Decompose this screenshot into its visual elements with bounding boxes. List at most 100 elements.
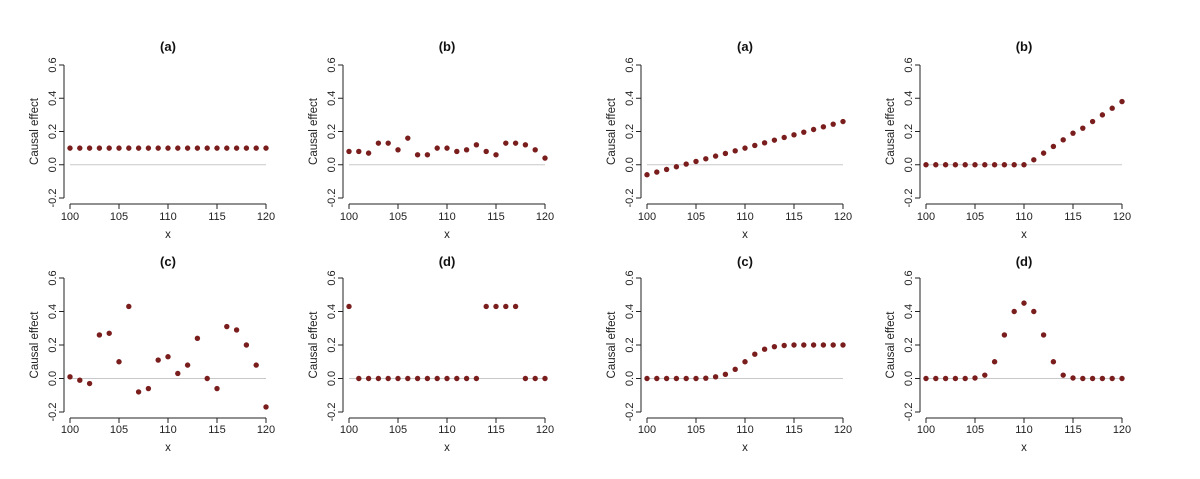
y-tick-label: 0.6 xyxy=(326,270,338,285)
x-axis-label: x xyxy=(165,442,171,454)
x-tick-label: 100 xyxy=(917,424,935,436)
chart-panel-2: (b) -0.2 0.0 0.2 0.4 0.6 Causal effect 100 105 11… xyxy=(308,39,554,241)
panel-title: (d) xyxy=(1016,254,1033,269)
data-point xyxy=(742,145,748,151)
data-point xyxy=(840,342,846,348)
y-axis-label: Causal effect xyxy=(308,97,320,165)
data-point xyxy=(982,162,988,168)
y-tick-label: -0.2 xyxy=(903,189,915,208)
data-point xyxy=(1080,375,1086,382)
x-tick-label: 105 xyxy=(110,211,128,223)
y-tick-label: -0.2 xyxy=(624,189,636,208)
y-axis-label: Causal effect xyxy=(606,311,618,379)
y-tick-label: 0.4 xyxy=(47,91,59,106)
data-point xyxy=(86,380,93,387)
y-tick-label: -0.2 xyxy=(47,403,59,422)
chart-panel-1: (a) -0.2 0.0 0.2 0.4 0.6 Causal effect 100 105 11… xyxy=(29,39,275,241)
data-point xyxy=(356,375,362,382)
panel-title: (a) xyxy=(160,39,176,54)
data-point xyxy=(933,375,939,382)
x-tick-label: 110 xyxy=(1015,211,1033,223)
panel-title: (d) xyxy=(439,254,456,269)
data-point xyxy=(116,359,122,365)
data-point xyxy=(365,375,372,382)
data-point xyxy=(224,323,230,330)
x-axis-label: x xyxy=(742,229,748,241)
data-point xyxy=(644,375,650,382)
data-point xyxy=(424,375,431,382)
data-point xyxy=(830,342,836,348)
data-point xyxy=(96,145,103,151)
chart-panel-4: (b) -0.2 0.0 0.2 0.4 0.6 Causal effect 100 105 11… xyxy=(885,39,1131,241)
data-point xyxy=(512,303,519,310)
data-point xyxy=(923,162,929,168)
data-point xyxy=(752,351,758,357)
data-point xyxy=(263,145,269,151)
data-point xyxy=(703,156,709,162)
data-point xyxy=(982,372,988,378)
y-tick-label: 0.0 xyxy=(624,157,636,172)
data-point xyxy=(693,375,699,382)
x-tick-label: 120 xyxy=(257,211,275,223)
x-tick-label: 115 xyxy=(1064,424,1082,436)
data-point xyxy=(712,153,719,159)
data-point xyxy=(214,385,220,392)
data-point xyxy=(522,375,529,382)
data-point xyxy=(1080,125,1086,131)
data-point xyxy=(253,145,259,151)
data-point xyxy=(395,147,401,153)
y-tick-label: 0.4 xyxy=(903,304,915,319)
y-tick-label: 0.6 xyxy=(903,57,915,72)
data-point xyxy=(1060,372,1066,378)
y-tick-label: 0.0 xyxy=(624,371,636,386)
y-tick-label: -0.2 xyxy=(326,403,338,422)
data-point xyxy=(175,145,181,151)
data-point xyxy=(424,152,431,158)
y-tick-label: 0.2 xyxy=(903,337,915,352)
data-point xyxy=(116,145,122,151)
x-axis-label: x xyxy=(444,229,450,241)
data-point xyxy=(483,303,489,310)
y-tick-label: -0.2 xyxy=(47,189,59,208)
data-point xyxy=(732,148,738,154)
x-tick-label: 100 xyxy=(340,424,358,436)
data-point xyxy=(972,375,978,381)
data-point xyxy=(732,366,738,372)
x-tick-label: 110 xyxy=(159,424,177,436)
x-tick-label: 100 xyxy=(61,424,79,436)
y-tick-label: 0.6 xyxy=(624,270,636,285)
y-tick-label: 0.4 xyxy=(326,91,338,106)
data-point xyxy=(1021,162,1027,168)
data-point xyxy=(1070,130,1076,136)
y-tick-label: 0.2 xyxy=(326,124,338,139)
x-tick-label: 120 xyxy=(834,211,852,223)
x-tick-label: 100 xyxy=(917,211,935,223)
data-point xyxy=(263,404,269,410)
panel-title: (c) xyxy=(737,254,753,269)
data-point xyxy=(145,385,152,392)
data-point xyxy=(703,375,709,381)
data-point xyxy=(742,359,748,365)
data-point xyxy=(771,137,778,143)
data-point xyxy=(683,161,689,167)
data-point xyxy=(184,145,191,151)
data-point xyxy=(810,126,817,133)
data-point xyxy=(135,145,142,151)
data-point xyxy=(243,145,250,151)
data-point xyxy=(414,152,421,158)
chart-panel-6: (d) -0.2 0.0 0.2 0.4 0.6 Causal effect 100 105 11… xyxy=(308,254,554,454)
y-tick-label: -0.2 xyxy=(326,189,338,208)
data-point xyxy=(175,370,181,377)
data-point xyxy=(972,162,978,168)
data-point xyxy=(791,342,797,348)
data-point xyxy=(503,140,509,146)
data-point xyxy=(1040,332,1047,338)
data-point xyxy=(473,375,480,382)
data-point xyxy=(820,124,827,130)
data-point xyxy=(126,303,132,310)
data-point xyxy=(1040,150,1047,156)
y-tick-label: 0.4 xyxy=(47,304,59,319)
data-point xyxy=(654,169,660,175)
data-point xyxy=(224,145,230,151)
